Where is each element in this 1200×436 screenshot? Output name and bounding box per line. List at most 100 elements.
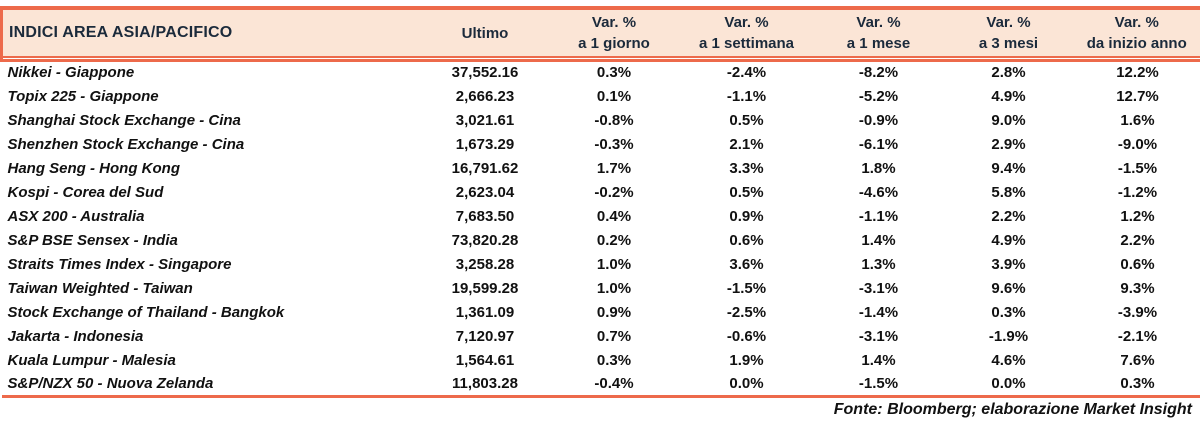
- index-name: ASX 200 - Australia: [7, 207, 145, 225]
- table-row: Topix 225 - Giappone 2,666.23 0.1% -1.1%…: [2, 84, 1200, 108]
- var-3m-value: 4.9%: [991, 231, 1026, 249]
- var-label: Var. %: [591, 14, 637, 31]
- var-1w-value: -1.1%: [726, 87, 767, 105]
- index-name: Taiwan Weighted - Taiwan: [7, 279, 193, 297]
- var-3m-value: 2.9%: [991, 135, 1026, 153]
- var-1m-value: -8.2%: [858, 64, 899, 82]
- table-row: Straits Times Index - Singapore 3,258.28…: [2, 252, 1200, 276]
- table-title: INDICI AREA ASIA/PACIFICO: [0, 6, 422, 57]
- ultimo-value: 11,803.28: [421, 372, 549, 398]
- ultimo-value: 7,120.97: [455, 327, 515, 345]
- var-1d-value: 0.3%: [596, 64, 632, 82]
- var-3m-value: 3.9%: [991, 255, 1026, 273]
- var-ytd-value: 7.6%: [1120, 351, 1155, 369]
- var-label: Var. %: [856, 14, 901, 31]
- var-1w-value: -2.4%: [726, 64, 767, 82]
- var-1d-value: -0.8%: [594, 111, 634, 129]
- var-3m-value: 2.2%: [991, 207, 1026, 225]
- var-1d-value: -0.4%: [548, 372, 680, 398]
- var-ytd-value: 12.2%: [1116, 64, 1159, 82]
- table-body: Nikkei - Giappone 37,552.16 0.3% -2.4% -…: [1, 60, 1200, 398]
- indices-table: INDICI AREA ASIA/PACIFICO Ultimo Var. % …: [0, 6, 1200, 398]
- var-1m-value: 1.4%: [861, 351, 896, 369]
- var-1d-value: 1.7%: [596, 159, 632, 177]
- index-name: Kuala Lumpur - Malesia: [7, 351, 176, 369]
- header-separator-rule: [0, 56, 1200, 62]
- report-page: INDICI AREA ASIA/PACIFICO Ultimo Var. % …: [0, 6, 1200, 418]
- table-row: Hang Seng - Hong Kong 16,791.62 1.7% 3.3…: [2, 156, 1200, 180]
- var-1d-value: 0.7%: [596, 327, 632, 345]
- var-1w-value: 1.9%: [729, 351, 764, 369]
- var-1w-value: 0.9%: [729, 207, 764, 225]
- var-1m-value: -5.2%: [858, 87, 899, 105]
- var-ytd-value: 0.3%: [1073, 372, 1200, 398]
- table-row: Kuala Lumpur - Malesia 1,564.61 0.3% 1.9…: [2, 348, 1200, 372]
- ultimo-value: 19,599.28: [451, 279, 519, 297]
- var-1d-value: -0.2%: [594, 183, 634, 201]
- index-name: Topix 225 - Giappone: [7, 87, 159, 105]
- var-ytd-value: -3.9%: [1117, 303, 1158, 321]
- index-name: Nikkei - Giappone: [7, 64, 135, 82]
- var-3m-value: -1.9%: [988, 327, 1029, 345]
- var-1w-value: 0.5%: [729, 183, 764, 201]
- var-ytd-value: -1.2%: [1117, 183, 1158, 201]
- var-label: Var. %: [986, 14, 1031, 31]
- ultimo-value: 3,258.28: [455, 255, 515, 273]
- table-row: S&P BSE Sensex - India 73,820.28 0.2% 0.…: [2, 228, 1200, 252]
- var-label: Var. %: [1114, 14, 1159, 31]
- index-name: Hang Seng - Hong Kong: [7, 159, 180, 177]
- table-row: Jakarta - Indonesia 7,120.97 0.7% -0.6% …: [2, 324, 1200, 348]
- column-header-var-ytd: Var. % da inizio anno: [1073, 6, 1200, 57]
- index-name: Jakarta - Indonesia: [7, 327, 144, 345]
- var-ytd-value: 2.2%: [1120, 231, 1155, 249]
- period-label: a 3 mesi: [978, 35, 1039, 52]
- var-1m-value: -1.5%: [813, 372, 944, 398]
- var-1d-value: 1.0%: [596, 255, 632, 273]
- var-1w-value: -2.5%: [726, 303, 767, 321]
- var-1m-value: -4.6%: [858, 183, 899, 201]
- var-1m-value: 1.3%: [861, 255, 896, 273]
- var-1d-value: 1.0%: [596, 279, 632, 297]
- period-label: da inizio anno: [1086, 35, 1187, 52]
- source-note: Fonte: Bloomberg; elaborazione Market In…: [833, 400, 1192, 418]
- ultimo-value: 2,623.04: [455, 183, 515, 201]
- ultimo-value: 7,683.50: [455, 207, 515, 225]
- table-row: Shanghai Stock Exchange - Cina 3,021.61 …: [2, 108, 1200, 132]
- var-ytd-value: -2.1%: [1117, 327, 1158, 345]
- var-1w-value: 0.0%: [679, 372, 814, 398]
- var-ytd-value: 1.2%: [1120, 207, 1155, 225]
- table-row: ASX 200 - Australia 7,683.50 0.4% 0.9% -…: [2, 204, 1200, 228]
- ultimo-value: 1,564.61: [455, 351, 515, 369]
- ultimo-value: 73,820.28: [451, 231, 519, 249]
- var-label: Var. %: [724, 14, 769, 31]
- var-ytd-value: 9.3%: [1120, 279, 1155, 297]
- column-header-var-3m: Var. % a 3 mesi: [943, 6, 1074, 57]
- period-label: a 1 giorno: [578, 35, 650, 52]
- var-1d-value: -0.3%: [594, 135, 634, 153]
- var-1w-value: 0.5%: [729, 111, 764, 129]
- var-ytd-value: 1.6%: [1120, 111, 1155, 129]
- var-3m-value: 0.3%: [991, 303, 1026, 321]
- ultimo-value: 2,666.23: [455, 87, 515, 105]
- table-row: Stock Exchange of Thailand - Bangkok 1,3…: [2, 300, 1200, 324]
- var-1w-value: 2.1%: [729, 135, 764, 153]
- index-name: Shenzhen Stock Exchange - Cina: [7, 135, 245, 153]
- table-row: S&P/NZX 50 - Nuova Zelanda 11,803.28 -0.…: [1, 372, 1200, 398]
- var-1w-value: -1.5%: [726, 279, 767, 297]
- var-3m-value: 9.6%: [991, 279, 1026, 297]
- table-row: Shenzhen Stock Exchange - Cina 1,673.29 …: [2, 132, 1200, 156]
- var-ytd-value: 12.7%: [1116, 87, 1159, 105]
- table-row: Kospi - Corea del Sud 2,623.04 -0.2% 0.5…: [2, 180, 1200, 204]
- var-1m-value: -3.1%: [858, 327, 899, 345]
- var-1m-value: -6.1%: [858, 135, 899, 153]
- ultimo-value: 1,361.09: [455, 303, 515, 321]
- period-label: a 1 mese: [846, 35, 911, 52]
- column-header-var-1d: Var. % a 1 giorno: [548, 6, 680, 57]
- var-ytd-value: -9.0%: [1117, 135, 1158, 153]
- ultimo-value: 16,791.62: [451, 159, 519, 177]
- var-1m-value: 1.8%: [861, 159, 896, 177]
- var-1d-value: 0.3%: [596, 351, 632, 369]
- var-1w-value: 0.6%: [729, 231, 764, 249]
- column-header-var-1w: Var. % a 1 settimana: [679, 6, 814, 57]
- column-header-var-1m: Var. % a 1 mese: [813, 6, 944, 57]
